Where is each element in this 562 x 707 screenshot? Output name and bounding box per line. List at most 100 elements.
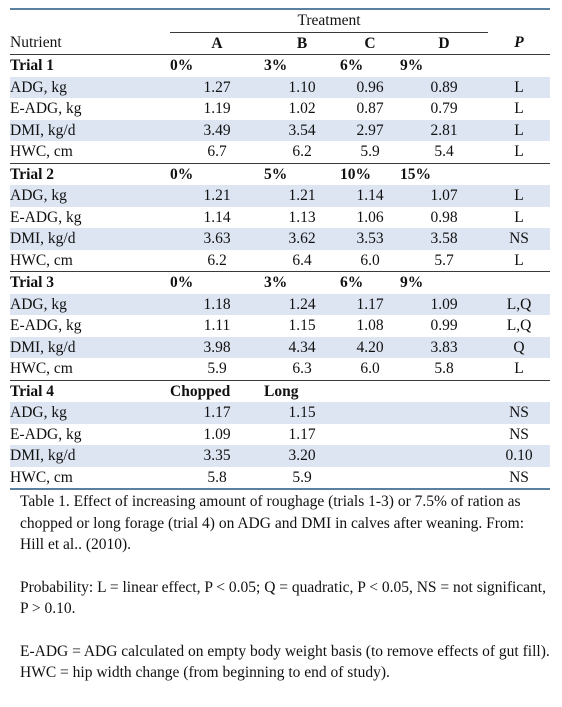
- p-value-cell: NS: [488, 228, 551, 250]
- value-cell: 3.83: [400, 336, 489, 358]
- p-value-cell: NS: [488, 402, 551, 424]
- trial-level: Long: [264, 382, 299, 400]
- value-cell: 5.8: [400, 358, 489, 381]
- table-caption: Table 1. Effect of increasing amount of …: [20, 493, 525, 553]
- trial-header-row: Trial 4 Chopped Long: [10, 380, 550, 402]
- value-cell: 1.06: [356, 208, 384, 226]
- value-cell: 6.3: [264, 358, 340, 381]
- column-header-row: Nutrient A B C D P: [10, 32, 551, 55]
- value-cell: 1.17: [340, 293, 400, 315]
- p-value-cell: L: [488, 185, 551, 207]
- value-cell: 3.35: [170, 445, 264, 467]
- table-row: HWC, cm 6.7 6.2 5.9 5.4 L: [10, 141, 551, 164]
- value-cell: 1.11: [203, 317, 231, 334]
- row-label: E-ADG, kg: [10, 317, 82, 334]
- value-cell: 3.53: [340, 228, 400, 250]
- trial-level: Chopped: [170, 382, 231, 400]
- table-row: E-ADG, kg 1.19 1.02 0.87 0.79 L: [10, 98, 550, 120]
- header-b: B: [264, 32, 340, 55]
- row-label: ADG, kg: [10, 402, 170, 424]
- value-cell: 3.98: [170, 336, 264, 358]
- row-label: HWC, cm: [10, 358, 170, 381]
- table-body: Treatment Nutrient A B C D P Trial 1 0% 3%…: [10, 8, 551, 490]
- row-label: HWC, cm: [10, 141, 170, 164]
- trial-name: Trial 1: [10, 57, 55, 74]
- row-label: DMI, kg/d: [10, 445, 170, 467]
- trial-level: 9%: [400, 274, 424, 291]
- trial-level: 6%: [340, 274, 364, 291]
- table-row: DMI, kg/d 3.49 3.54 2.97 2.81 L: [10, 119, 551, 141]
- row-label: DMI, kg/d: [10, 119, 170, 141]
- header-p: P: [488, 32, 551, 55]
- value-cell: 3.62: [264, 228, 340, 250]
- p-value-cell: Q: [488, 336, 551, 358]
- value-cell: 1.02: [288, 100, 316, 117]
- value-cell: 5.8: [170, 466, 264, 490]
- table-notes: Table 1. Effect of increasing amount of …: [20, 491, 550, 705]
- value-cell: 2.97: [340, 119, 400, 141]
- trial-header-row: Trial 1 0% 3% 6% 9%: [10, 55, 550, 77]
- value-cell: 2.81: [400, 119, 489, 141]
- header-a: A: [170, 32, 264, 55]
- probability-note: Probability: L = linear effect, P < 0.05…: [20, 578, 546, 618]
- trial-header-row: Trial 3 0% 3% 6% 9%: [10, 272, 550, 294]
- trial-level: 0%: [170, 57, 194, 74]
- value-cell: [340, 466, 400, 490]
- value-cell: 1.21: [170, 185, 264, 207]
- value-cell: 1.17: [288, 425, 316, 443]
- trial-level: 15%: [400, 165, 431, 183]
- value-cell: [400, 402, 489, 424]
- trial-p-cell: [488, 380, 550, 402]
- row-label: HWC, cm: [10, 466, 170, 490]
- value-cell: 1.15: [264, 402, 340, 424]
- p-value-cell: L: [488, 119, 551, 141]
- value-cell: 3.63: [170, 228, 264, 250]
- value-cell: 4.20: [340, 336, 400, 358]
- table-row: HWC, cm 6.2 6.4 6.0 5.7 L: [10, 249, 551, 272]
- trial-level: 0%: [170, 165, 194, 183]
- value-cell: 1.18: [170, 293, 264, 315]
- table-row: ADG, kg 1.18 1.24 1.17 1.09 L,Q: [10, 293, 551, 315]
- trial-name: Trial 4: [10, 382, 55, 400]
- p-value-cell: L: [514, 100, 524, 117]
- p-value-cell: L: [488, 249, 551, 272]
- p-value-cell: 0.10: [488, 445, 551, 467]
- value-cell: 0.99: [430, 317, 458, 334]
- row-label: E-ADG, kg: [10, 425, 82, 443]
- value-cell: 5.9: [340, 141, 400, 164]
- table-row: HWC, cm 5.8 5.9 NS: [10, 466, 551, 490]
- header-c: C: [340, 32, 400, 55]
- value-cell: 0.89: [400, 76, 489, 98]
- row-label: DMI, kg/d: [10, 336, 170, 358]
- value-cell: 0.96: [340, 76, 400, 98]
- value-cell: 5.9: [170, 358, 264, 381]
- row-label: DMI, kg/d: [10, 228, 170, 250]
- treatment-header-row: Treatment: [10, 8, 551, 33]
- value-cell: 1.15: [288, 317, 316, 334]
- value-cell: [400, 466, 489, 490]
- trial-p-cell: [488, 55, 550, 77]
- table-row: ADG, kg 1.27 1.10 0.96 0.89 L: [10, 76, 551, 98]
- header-d: D: [400, 32, 489, 55]
- p-value-cell: L: [488, 358, 551, 381]
- p-value-cell: NS: [488, 466, 551, 490]
- value-cell: 5.4: [400, 141, 489, 164]
- trial-level: [340, 380, 400, 402]
- trial-level: 0%: [170, 274, 194, 291]
- value-cell: 6.2: [170, 249, 264, 272]
- p-value-cell: L,Q: [488, 293, 551, 315]
- value-cell: 1.27: [170, 76, 264, 98]
- value-cell: 3.49: [170, 119, 264, 141]
- row-label: E-ADG, kg: [10, 208, 82, 226]
- value-cell: 1.24: [264, 293, 340, 315]
- value-cell: 5.7: [400, 249, 489, 272]
- nutrient-table: Treatment Nutrient A B C D P Trial 1 0% 3%…: [10, 8, 551, 490]
- value-cell: 6.7: [170, 141, 264, 164]
- table-row: E-ADG, kg 1.14 1.13 1.06 0.98 L: [10, 207, 550, 229]
- row-label: HWC, cm: [10, 249, 170, 272]
- value-cell: [340, 424, 400, 446]
- trial-level: 6%: [340, 57, 364, 74]
- trial-level: 5%: [264, 165, 288, 183]
- p-value-cell: L: [514, 208, 524, 226]
- value-cell: 1.14: [340, 185, 400, 207]
